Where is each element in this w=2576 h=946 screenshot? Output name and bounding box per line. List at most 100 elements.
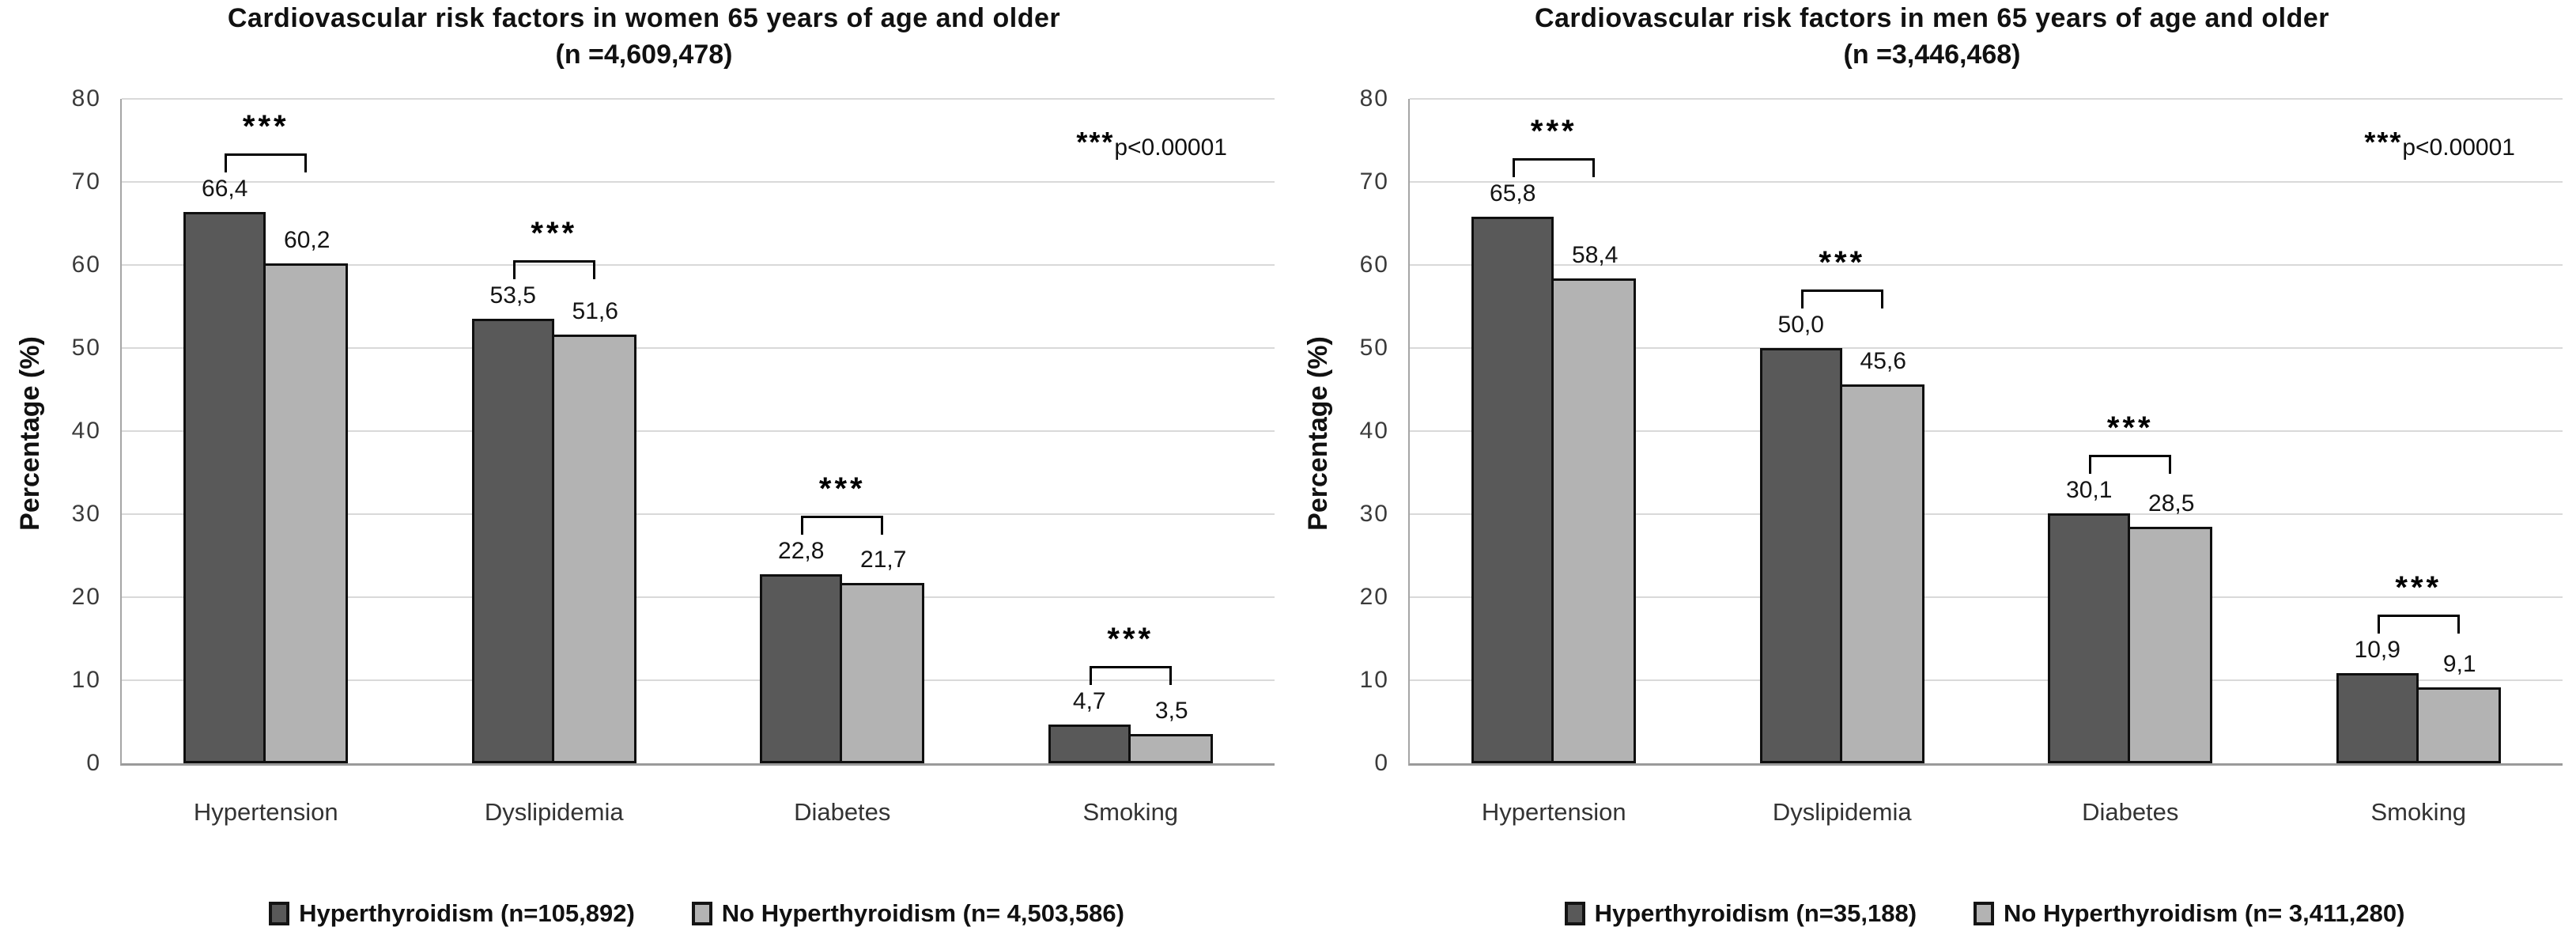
bar-hyperthyroidism-diabetes [2048, 513, 2131, 763]
legend-item-no-hyperthyroidism: No Hyperthyroidism (n= 4,503,586) [691, 899, 1124, 928]
value-label: 30,1 [2066, 476, 2113, 503]
y-tick-label: 40 [71, 418, 101, 444]
x-axis-label-diabetes: Diabetes [794, 798, 891, 826]
bar-no-hyperthyroidism-hypertension [1551, 278, 1637, 763]
y-tick-label: 20 [71, 584, 101, 610]
significance-bracket [2377, 614, 2460, 634]
bar-no-hyperthyroidism-dyslipidemia [551, 335, 636, 763]
significance-bracket [1089, 665, 1172, 685]
bar-no-hyperthyroidism-smoking [1127, 734, 1213, 763]
value-label: 21,7 [860, 547, 907, 573]
annotation-text: p<0.00001 [1114, 134, 1227, 161]
gridline [122, 679, 1275, 681]
gridline [122, 596, 1275, 598]
legend: Hyperthyroidism (n=35,188) No Hyperthyro… [1408, 894, 2561, 933]
bar-hyperthyroidism-smoking [2336, 672, 2419, 763]
significance-stars: *** [1530, 114, 1577, 149]
gridline [1410, 596, 2563, 598]
significance-stars: *** [2395, 569, 2442, 605]
legend-swatch-hyperthyroidism [1564, 902, 1585, 925]
y-tick-label: 0 [1374, 750, 1389, 776]
legend: Hyperthyroidism (n=105,892) No Hyperthyr… [120, 894, 1273, 933]
y-tick-label: 80 [1359, 85, 1389, 112]
x-axis-label-dyslipidemia: Dyslipidemia [1772, 798, 1912, 826]
gridline [1410, 513, 2563, 515]
bar-hyperthyroidism-dyslipidemia [471, 319, 554, 763]
value-label: 51,6 [572, 298, 618, 325]
value-label: 66,4 [202, 175, 248, 202]
significance-bracket [1800, 289, 1883, 308]
legend-label-no-hyperthyroidism: No Hyperthyroidism (n= 4,503,586) [721, 899, 1124, 927]
significance-annotation: ***p<0.00001 [2364, 126, 2515, 162]
legend-item-hyperthyroidism: Hyperthyroidism (n=35,188) [1564, 899, 1917, 928]
y-tick-label: 50 [71, 335, 101, 361]
bar-no-hyperthyroidism-hypertension [263, 263, 349, 763]
value-label: 65,8 [1490, 180, 1536, 207]
y-tick-label: 70 [71, 168, 101, 195]
significance-bracket [512, 260, 595, 280]
y-tick-label: 0 [86, 750, 101, 776]
legend-swatch-no-hyperthyroidism [1974, 902, 1995, 925]
gridline [122, 430, 1275, 432]
chart-subtitle: (n =3,446,468) [1843, 40, 2021, 70]
significance-bracket [801, 515, 884, 535]
value-label: 58,4 [1572, 241, 1618, 268]
y-tick-label: 10 [71, 667, 101, 693]
chart-subtitle: (n =4,609,478) [555, 40, 733, 70]
x-axis-label-smoking: Smoking [2370, 798, 2467, 826]
legend-item-hyperthyroidism: Hyperthyroidism (n=105,892) [269, 899, 635, 928]
gridline [1410, 181, 2563, 183]
gridline [122, 347, 1275, 349]
y-tick-label: 20 [1359, 584, 1389, 610]
legend-swatch-hyperthyroidism [269, 902, 290, 925]
value-label: 3,5 [1154, 698, 1188, 725]
significance-bracket [225, 153, 308, 172]
gridline [1410, 98, 2563, 100]
x-axis-label-hypertension: Hypertension [193, 798, 338, 826]
significance-stars: *** [818, 471, 866, 506]
significance-stars: *** [1107, 621, 1154, 657]
chart-panel-women: Cardiovascular risk factors in women 65 … [15, 3, 1275, 933]
gridline [1410, 679, 2563, 681]
chart-title: Cardiovascular risk factors in women 65 … [227, 3, 1061, 33]
y-tick-label: 60 [71, 252, 101, 278]
gridline [122, 98, 1275, 100]
bar-no-hyperthyroidism-smoking [2415, 687, 2501, 763]
x-axis-label-diabetes: Diabetes [2082, 798, 2179, 826]
significance-stars: *** [242, 108, 289, 144]
x-axis-label-hypertension: Hypertension [1481, 798, 1626, 826]
value-label: 4,7 [1072, 687, 1106, 714]
bar-no-hyperthyroidism-dyslipidemia [1839, 384, 1924, 763]
annotation-stars: *** [1076, 126, 1115, 158]
value-label: 28,5 [2148, 490, 2195, 517]
significance-stars: *** [531, 216, 578, 252]
gridline [1410, 430, 2563, 432]
value-label: 22,8 [778, 537, 825, 564]
bar-hyperthyroidism-hypertension [1471, 217, 1554, 763]
legend-item-no-hyperthyroidism: No Hyperthyroidism (n= 3,411,280) [1974, 899, 2404, 928]
bar-hyperthyroidism-smoking [1048, 724, 1131, 763]
y-tick-label: 10 [1359, 667, 1389, 693]
value-label: 45,6 [1860, 348, 1906, 375]
significance-annotation: ***p<0.00001 [1076, 126, 1227, 162]
bar-hyperthyroidism-hypertension [183, 211, 266, 763]
bar-hyperthyroidism-dyslipidemia [1759, 348, 1842, 763]
value-label: 9,1 [2442, 651, 2476, 678]
y-tick-label: 50 [1359, 335, 1389, 361]
annotation-text: p<0.00001 [2402, 134, 2515, 161]
significance-bracket [1513, 158, 1596, 178]
significance-stars: *** [1819, 245, 1866, 280]
chart-title: Cardiovascular risk factors in men 65 ye… [1534, 3, 2330, 33]
y-tick-label: 60 [1359, 252, 1389, 278]
y-tick-label: 30 [71, 501, 101, 527]
significance-bracket [2089, 454, 2172, 474]
chart-panel-men: Cardiovascular risk factors in men 65 ye… [1288, 0, 2576, 946]
x-axis-label-dyslipidemia: Dyslipidemia [484, 798, 624, 826]
value-label: 10,9 [2354, 636, 2400, 663]
gridline [122, 513, 1275, 515]
gridline [122, 181, 1275, 183]
annotation-stars: *** [2364, 126, 2403, 158]
legend-label-hyperthyroidism: Hyperthyroidism (n=35,188) [1594, 899, 1917, 927]
gridline [1410, 347, 2563, 349]
significance-stars: *** [2106, 410, 2154, 445]
